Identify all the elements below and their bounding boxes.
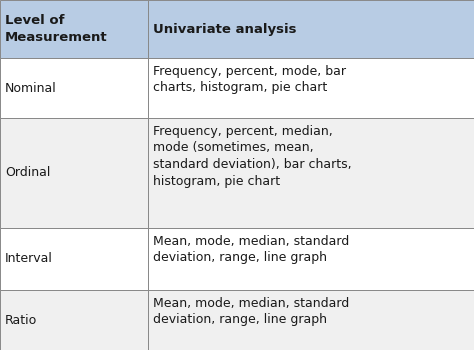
Text: Mean, mode, median, standard
deviation, range, line graph: Mean, mode, median, standard deviation, … [153, 235, 349, 265]
Text: Mean, mode, median, standard
deviation, range, line graph: Mean, mode, median, standard deviation, … [153, 297, 349, 327]
Text: Frequency, percent, mode, bar
charts, histogram, pie chart: Frequency, percent, mode, bar charts, hi… [153, 65, 346, 94]
Text: Interval: Interval [5, 252, 53, 266]
Bar [0, 118, 148, 228]
Text: Frequency, percent, median,
mode (sometimes, mean,
standard deviation), bar char: Frequency, percent, median, mode (someti… [153, 125, 352, 188]
Bar [0, 228, 148, 290]
Text: Univariate analysis: Univariate analysis [153, 22, 297, 35]
Bar [148, 228, 474, 290]
Bar [148, 118, 474, 228]
Text: Level of
Measurement: Level of Measurement [5, 14, 108, 44]
Bar [148, 0, 474, 58]
Bar [0, 290, 148, 350]
Bar [148, 290, 474, 350]
Text: Ordinal: Ordinal [5, 167, 50, 180]
Text: Ratio: Ratio [5, 315, 37, 328]
Bar [0, 0, 148, 58]
Bar [0, 58, 148, 118]
Bar [148, 58, 474, 118]
Text: Nominal: Nominal [5, 82, 57, 95]
